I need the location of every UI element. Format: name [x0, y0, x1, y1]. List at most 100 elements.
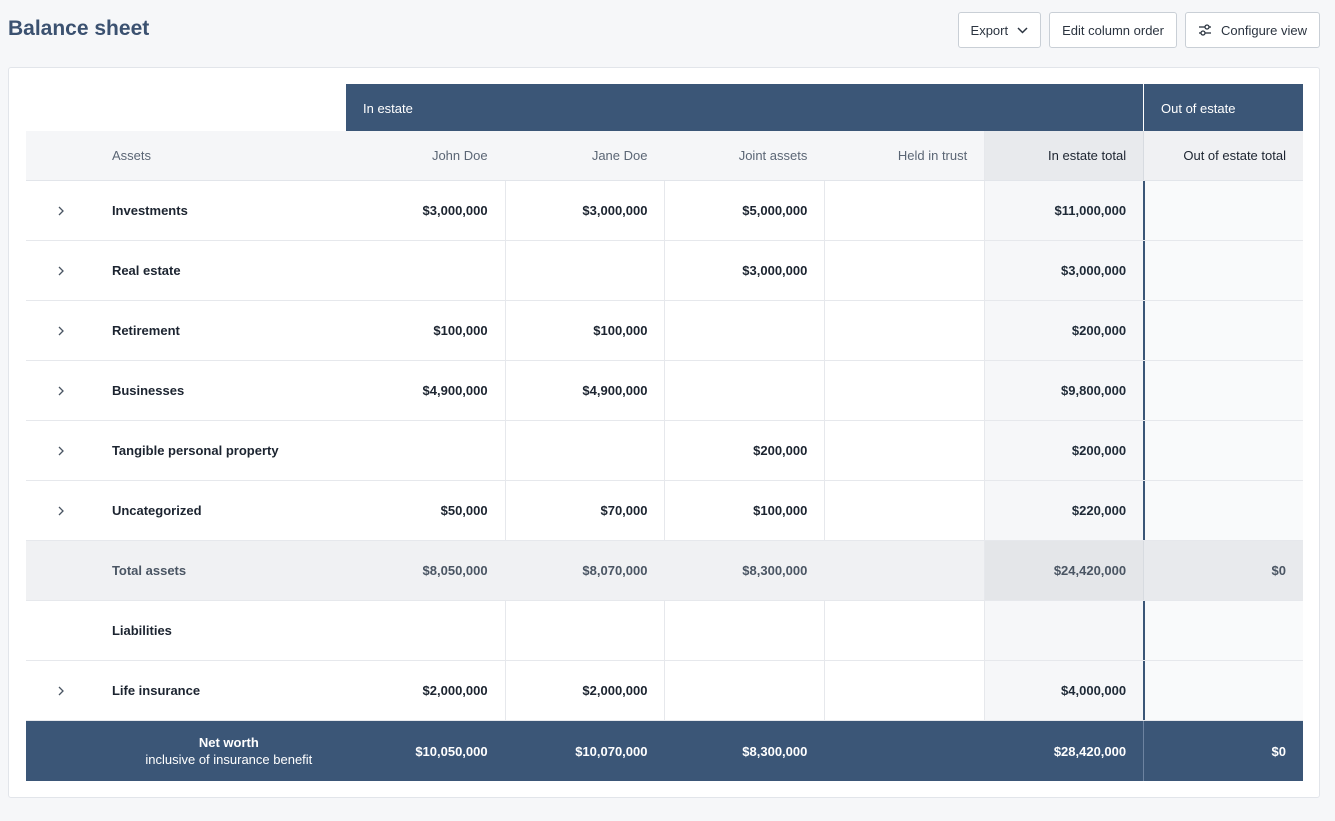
cell-in-total: $9,800,000 — [984, 361, 1144, 420]
chevron-right-icon — [58, 386, 64, 395]
cell-trust — [824, 181, 984, 240]
net-worth-jane: $10,070,000 — [575, 743, 648, 759]
table-row: Businesses $4,900,000 $4,900,000 $9,800,… — [26, 361, 1303, 421]
col-jane-doe[interactable]: Jane Doe — [591, 148, 648, 163]
row-label: Uncategorized — [111, 503, 202, 518]
cell-jane: $100,000 — [504, 301, 665, 360]
cell-trust — [824, 301, 984, 360]
table-row: Investments $3,000,000 $3,000,000 $5,000… — [26, 181, 1303, 241]
row-label: Retirement — [111, 323, 180, 338]
total-trust — [824, 541, 984, 600]
chevron-right-icon — [58, 446, 64, 455]
expand-row-button[interactable] — [26, 481, 96, 540]
cell-joint — [664, 301, 824, 360]
net-worth-out-estate: $0 — [1143, 721, 1303, 781]
page-title: Balance sheet — [8, 17, 150, 40]
sliders-icon — [1198, 24, 1212, 36]
asset-rows: Investments $3,000,000 $3,000,000 $5,000… — [26, 181, 1303, 541]
cell-in-total: $4,000,000 — [984, 661, 1144, 720]
chevron-right-icon — [58, 266, 64, 275]
export-label: Export — [970, 22, 1009, 38]
net-worth-label-group: Net worth inclusive of insurance benefit — [96, 721, 346, 781]
configure-view-label: Configure view — [1221, 22, 1307, 38]
col-joint-assets[interactable]: Joint assets — [738, 148, 808, 163]
net-worth-in-estate: $28,420,000 — [1053, 743, 1127, 759]
cell-john: $4,900,000 — [422, 383, 488, 398]
total-out-estate: $0 — [1143, 541, 1303, 600]
net-worth-john: $10,050,000 — [415, 743, 488, 759]
cell-in-total: $200,000 — [984, 301, 1144, 360]
spacer — [26, 601, 96, 660]
expand-column-header — [26, 131, 96, 180]
col-john-doe[interactable]: John Doe — [431, 148, 488, 163]
total-assets-label: Total assets — [111, 563, 187, 578]
net-worth-label: Net worth — [198, 735, 259, 750]
total-assets-row: Total assets $8,050,000 $8,070,000 $8,30… — [26, 541, 1303, 601]
expand-row-button[interactable] — [26, 421, 96, 480]
cell-out-total — [1143, 301, 1303, 360]
cell-joint: $3,000,000 — [664, 241, 824, 300]
cell-trust — [824, 481, 984, 540]
cell-john: $50,000 — [440, 503, 488, 518]
expand-row-button[interactable] — [26, 301, 96, 360]
expand-row-button[interactable] — [26, 181, 96, 240]
row-label: Real estate — [111, 263, 181, 278]
cell-john — [346, 421, 505, 480]
cell-trust — [824, 361, 984, 420]
cell-john — [346, 241, 505, 300]
liabilities-row: Liabilities — [26, 601, 1303, 661]
total-jane: $8,070,000 — [504, 541, 665, 600]
cell-joint: $100,000 — [664, 481, 824, 540]
cell-trust — [824, 601, 984, 660]
cell-john — [346, 601, 505, 660]
cell-jane — [504, 601, 665, 660]
configure-view-button[interactable]: Configure view — [1185, 12, 1320, 48]
edit-column-order-button[interactable]: Edit column order — [1049, 12, 1177, 48]
row-label: Tangible personal property — [111, 443, 279, 458]
col-held-in-trust[interactable]: Held in trust — [897, 148, 968, 163]
chevron-right-icon — [58, 206, 64, 215]
total-joint: $8,300,000 — [664, 541, 824, 600]
cell-john: $3,000,000 — [422, 203, 488, 218]
cell-joint: $5,000,000 — [664, 181, 824, 240]
cell-in-total: $220,000 — [984, 481, 1144, 540]
cell-out-total — [1143, 601, 1303, 660]
cell-trust — [824, 661, 984, 720]
spacer — [26, 721, 96, 781]
cell-in-total — [984, 601, 1144, 660]
expand-row-button[interactable] — [26, 661, 96, 720]
chevron-right-icon — [58, 326, 64, 335]
expand-row-button[interactable] — [26, 361, 96, 420]
cell-in-total: $3,000,000 — [984, 241, 1144, 300]
col-out-of-estate-total[interactable]: Out of estate total — [1143, 131, 1303, 180]
row-label: Investments — [111, 203, 188, 218]
cell-john: $2,000,000 — [422, 683, 488, 698]
liabilities-label: Liabilities — [111, 623, 172, 638]
table-row: Tangible personal property $200,000 $200… — [26, 421, 1303, 481]
cell-in-total: $11,000,000 — [984, 181, 1144, 240]
toolbar: Export Edit column order Configure view — [957, 12, 1320, 48]
chevron-right-icon — [58, 506, 64, 515]
life-insurance-label: Life insurance — [111, 683, 201, 698]
group-out-estate: Out of estate — [1144, 84, 1303, 131]
cell-joint — [664, 361, 824, 420]
col-assets[interactable]: Assets — [111, 148, 151, 163]
net-worth-trust — [824, 721, 984, 781]
cell-jane: $3,000,000 — [504, 181, 665, 240]
column-header-row: Assets John Doe Jane Doe Joint assets He… — [26, 131, 1303, 181]
expand-row-button[interactable] — [26, 241, 96, 300]
col-in-estate-total[interactable]: In estate total — [984, 131, 1144, 180]
life-insurance-row: Life insurance $2,000,000 $2,000,000 $4,… — [26, 661, 1303, 721]
edit-column-order-label: Edit column order — [1062, 22, 1164, 38]
cell-out-total — [1143, 421, 1303, 480]
export-button[interactable]: Export — [957, 12, 1042, 48]
net-worth-joint: $8,300,000 — [742, 743, 808, 759]
cell-out-total — [1143, 481, 1303, 540]
cell-joint — [664, 661, 824, 720]
cell-jane: $4,900,000 — [504, 361, 665, 420]
cell-out-total — [1143, 241, 1303, 300]
cell-jane — [504, 421, 665, 480]
net-worth-row: Net worth inclusive of insurance benefit… — [26, 721, 1303, 781]
table-row: Uncategorized $50,000 $70,000 $100,000 $… — [26, 481, 1303, 541]
chevron-down-icon — [1017, 26, 1028, 34]
